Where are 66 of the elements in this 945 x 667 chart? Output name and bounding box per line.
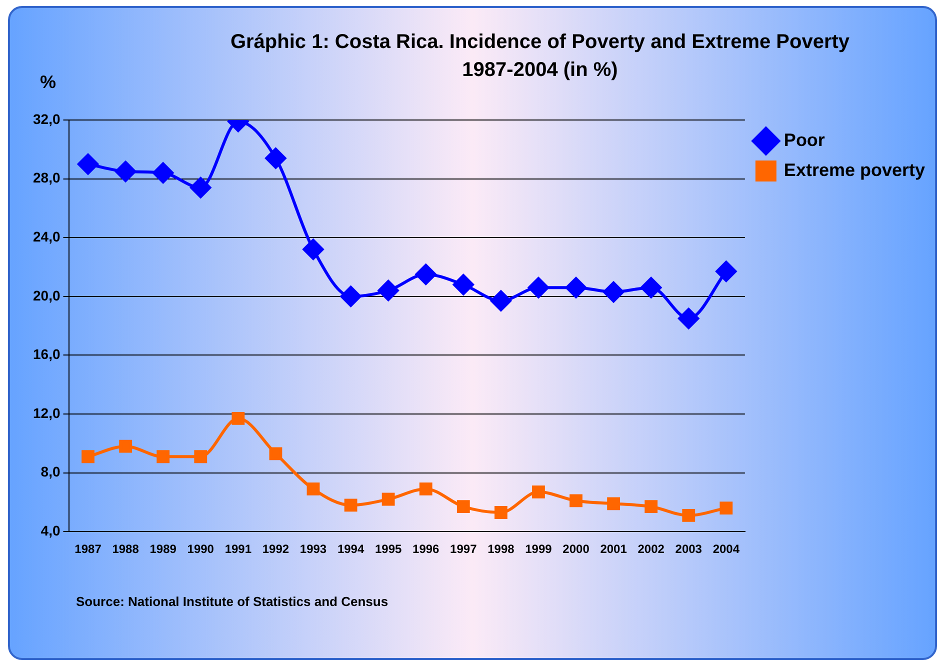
x-tick-label: 1999 bbox=[525, 542, 552, 556]
x-tick-label: 2002 bbox=[638, 542, 665, 556]
point bbox=[682, 508, 696, 522]
y-tick-label: 32,0 bbox=[33, 110, 60, 127]
point bbox=[528, 277, 549, 298]
x-tick-label: 1989 bbox=[150, 542, 177, 556]
point bbox=[570, 494, 582, 508]
y-tick-label: 16,0 bbox=[33, 346, 60, 362]
x-tick-label: 1990 bbox=[187, 542, 214, 556]
y-tick-label: 8,0 bbox=[40, 464, 60, 480]
x-tick-label: 1991 bbox=[224, 542, 252, 556]
y-tick-label: 20,0 bbox=[33, 287, 60, 304]
point bbox=[640, 277, 662, 298]
point bbox=[419, 482, 432, 496]
point bbox=[532, 485, 545, 498]
x-tick-label: 1988 bbox=[112, 542, 140, 556]
point bbox=[306, 482, 320, 496]
point bbox=[452, 274, 474, 296]
point bbox=[456, 500, 470, 514]
point bbox=[344, 498, 358, 512]
y-axis-title: % bbox=[40, 72, 56, 93]
y-tick-label: 4,0 bbox=[40, 522, 60, 538]
point bbox=[494, 506, 508, 519]
point bbox=[490, 290, 512, 312]
x-tick-label: 1997 bbox=[450, 542, 478, 556]
x-tick-label: 1996 bbox=[412, 542, 440, 556]
point bbox=[156, 450, 170, 464]
point bbox=[378, 280, 399, 302]
point bbox=[603, 281, 624, 302]
point bbox=[152, 162, 174, 184]
x-tick-label: 1987 bbox=[74, 542, 102, 556]
x-tick-label: 2000 bbox=[562, 542, 590, 556]
y-tick-label: 24,0 bbox=[33, 228, 60, 244]
x-tick-label: 2003 bbox=[675, 542, 702, 556]
point bbox=[566, 277, 587, 298]
point bbox=[678, 308, 700, 329]
point bbox=[716, 260, 737, 282]
legend-label: Extreme poverty bbox=[784, 160, 926, 180]
point bbox=[194, 450, 208, 464]
x-tick-label: 1995 bbox=[374, 542, 402, 556]
point bbox=[382, 492, 395, 506]
point bbox=[119, 440, 132, 453]
x-tick-label: 1992 bbox=[262, 542, 290, 556]
x-tick-label: 1993 bbox=[300, 542, 327, 556]
chart-title: Gráphic 1: Costa Rica. Incidence of Poverty and Extreme Poverty 1987-2004 (in %) bbox=[229, 30, 851, 83]
y-tick-label: 28,0 bbox=[33, 170, 60, 186]
x-tick-label: 1998 bbox=[488, 542, 515, 556]
x-tick-label: 2001 bbox=[600, 542, 628, 556]
point bbox=[302, 238, 324, 260]
point bbox=[415, 264, 436, 285]
x-tick-label: 2004 bbox=[712, 542, 740, 556]
source-note: Source: National Institute of Statistics and Census bbox=[76, 594, 388, 609]
point bbox=[269, 447, 282, 460]
point bbox=[720, 502, 733, 515]
point bbox=[190, 177, 212, 198]
point bbox=[607, 497, 620, 510]
legend-label: Poor bbox=[784, 130, 825, 150]
point bbox=[82, 450, 94, 464]
x-tick-label: 1994 bbox=[337, 542, 364, 556]
point bbox=[115, 160, 136, 182]
point bbox=[644, 500, 658, 514]
point bbox=[232, 412, 245, 425]
point bbox=[78, 154, 99, 175]
point bbox=[340, 286, 362, 307]
point bbox=[265, 148, 286, 169]
y-tick-label: 12,0 bbox=[33, 404, 60, 421]
